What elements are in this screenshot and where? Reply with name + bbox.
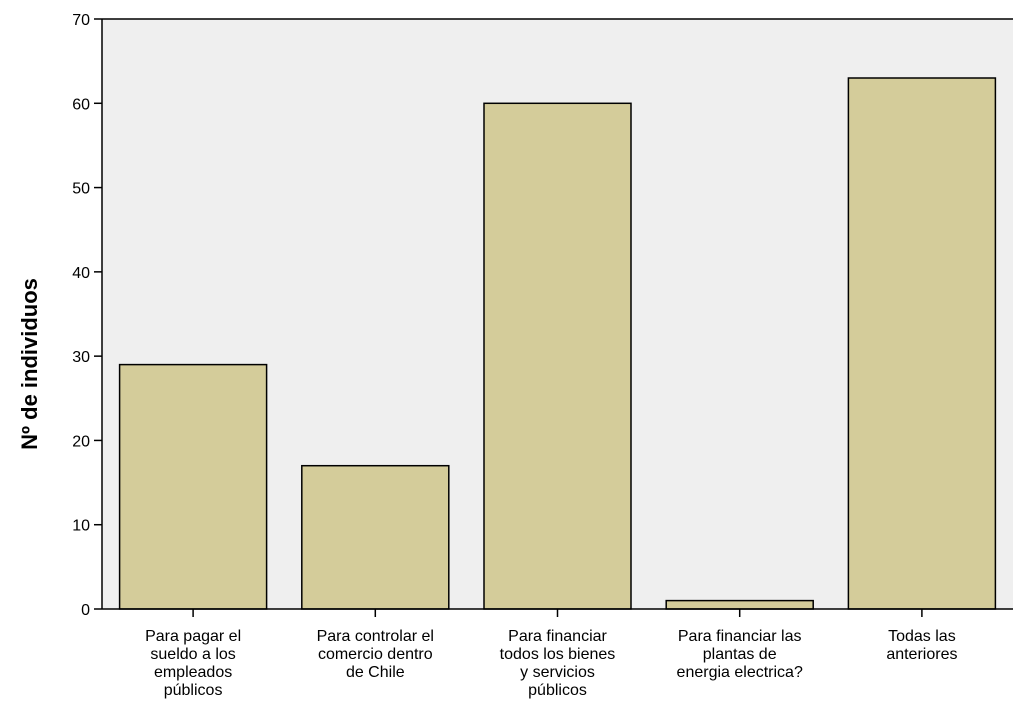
bar-2 (301, 464, 450, 610)
x-category-label-line: Para financiar (508, 628, 607, 645)
x-category-label-4: Para financiar las plantas de energia elec… (677, 628, 803, 681)
bar-5 (847, 77, 997, 610)
x-category-label-line: empleados (154, 664, 232, 681)
y-tick-label: 0 (81, 602, 90, 619)
y-tick-label: 30 (72, 349, 90, 366)
x-category-label-2: Para controlar el comercio dentro de Chile (317, 628, 434, 681)
x-category-label-line: públicos (164, 682, 223, 699)
x-category-label-line: y servicios (520, 664, 595, 681)
x-category-label-line: anteriores (886, 646, 957, 663)
bar-3 (483, 102, 632, 610)
x-category-label-3: Para financiar todos los bienes y servicio… (500, 628, 616, 699)
y-tick-label: 20 (72, 433, 90, 450)
x-category-label-line: Todas las (888, 628, 956, 645)
x-axis: Para pagar el sueldo a los empleados públic… (102, 608, 1013, 699)
bar-1 (118, 363, 268, 610)
x-category-label-line: públicos (528, 682, 587, 699)
x-category-label-line: Para controlar el (317, 628, 434, 645)
x-category-label-line: plantas de (703, 646, 777, 663)
x-category-label-line: comercio dentro (318, 646, 433, 663)
y-tick-label: 40 (72, 265, 90, 282)
x-category-label-line: de Chile (346, 664, 405, 681)
x-category-label-line: Para financiar las (678, 628, 802, 645)
x-category-label-line: Para pagar el (145, 628, 241, 645)
y-tick-label: 70 (72, 12, 90, 29)
y-axis: 0 10 20 30 40 50 60 70 (72, 12, 103, 619)
y-tick-label: 50 (72, 181, 90, 198)
y-axis-title: Nº de individuos (17, 278, 42, 450)
x-category-label-line: sueldo a los (150, 646, 235, 663)
x-category-label-line: todos los bienes (500, 646, 616, 663)
x-category-label-5: Todas las anteriores (886, 628, 957, 663)
y-tick-label: 60 (72, 96, 90, 113)
y-tick-label: 10 (72, 518, 90, 535)
bar-4 (665, 599, 814, 610)
x-category-label-line: energia electrica? (677, 664, 803, 681)
x-category-label-1: Para pagar el sueldo a los empleados públic… (145, 628, 241, 699)
